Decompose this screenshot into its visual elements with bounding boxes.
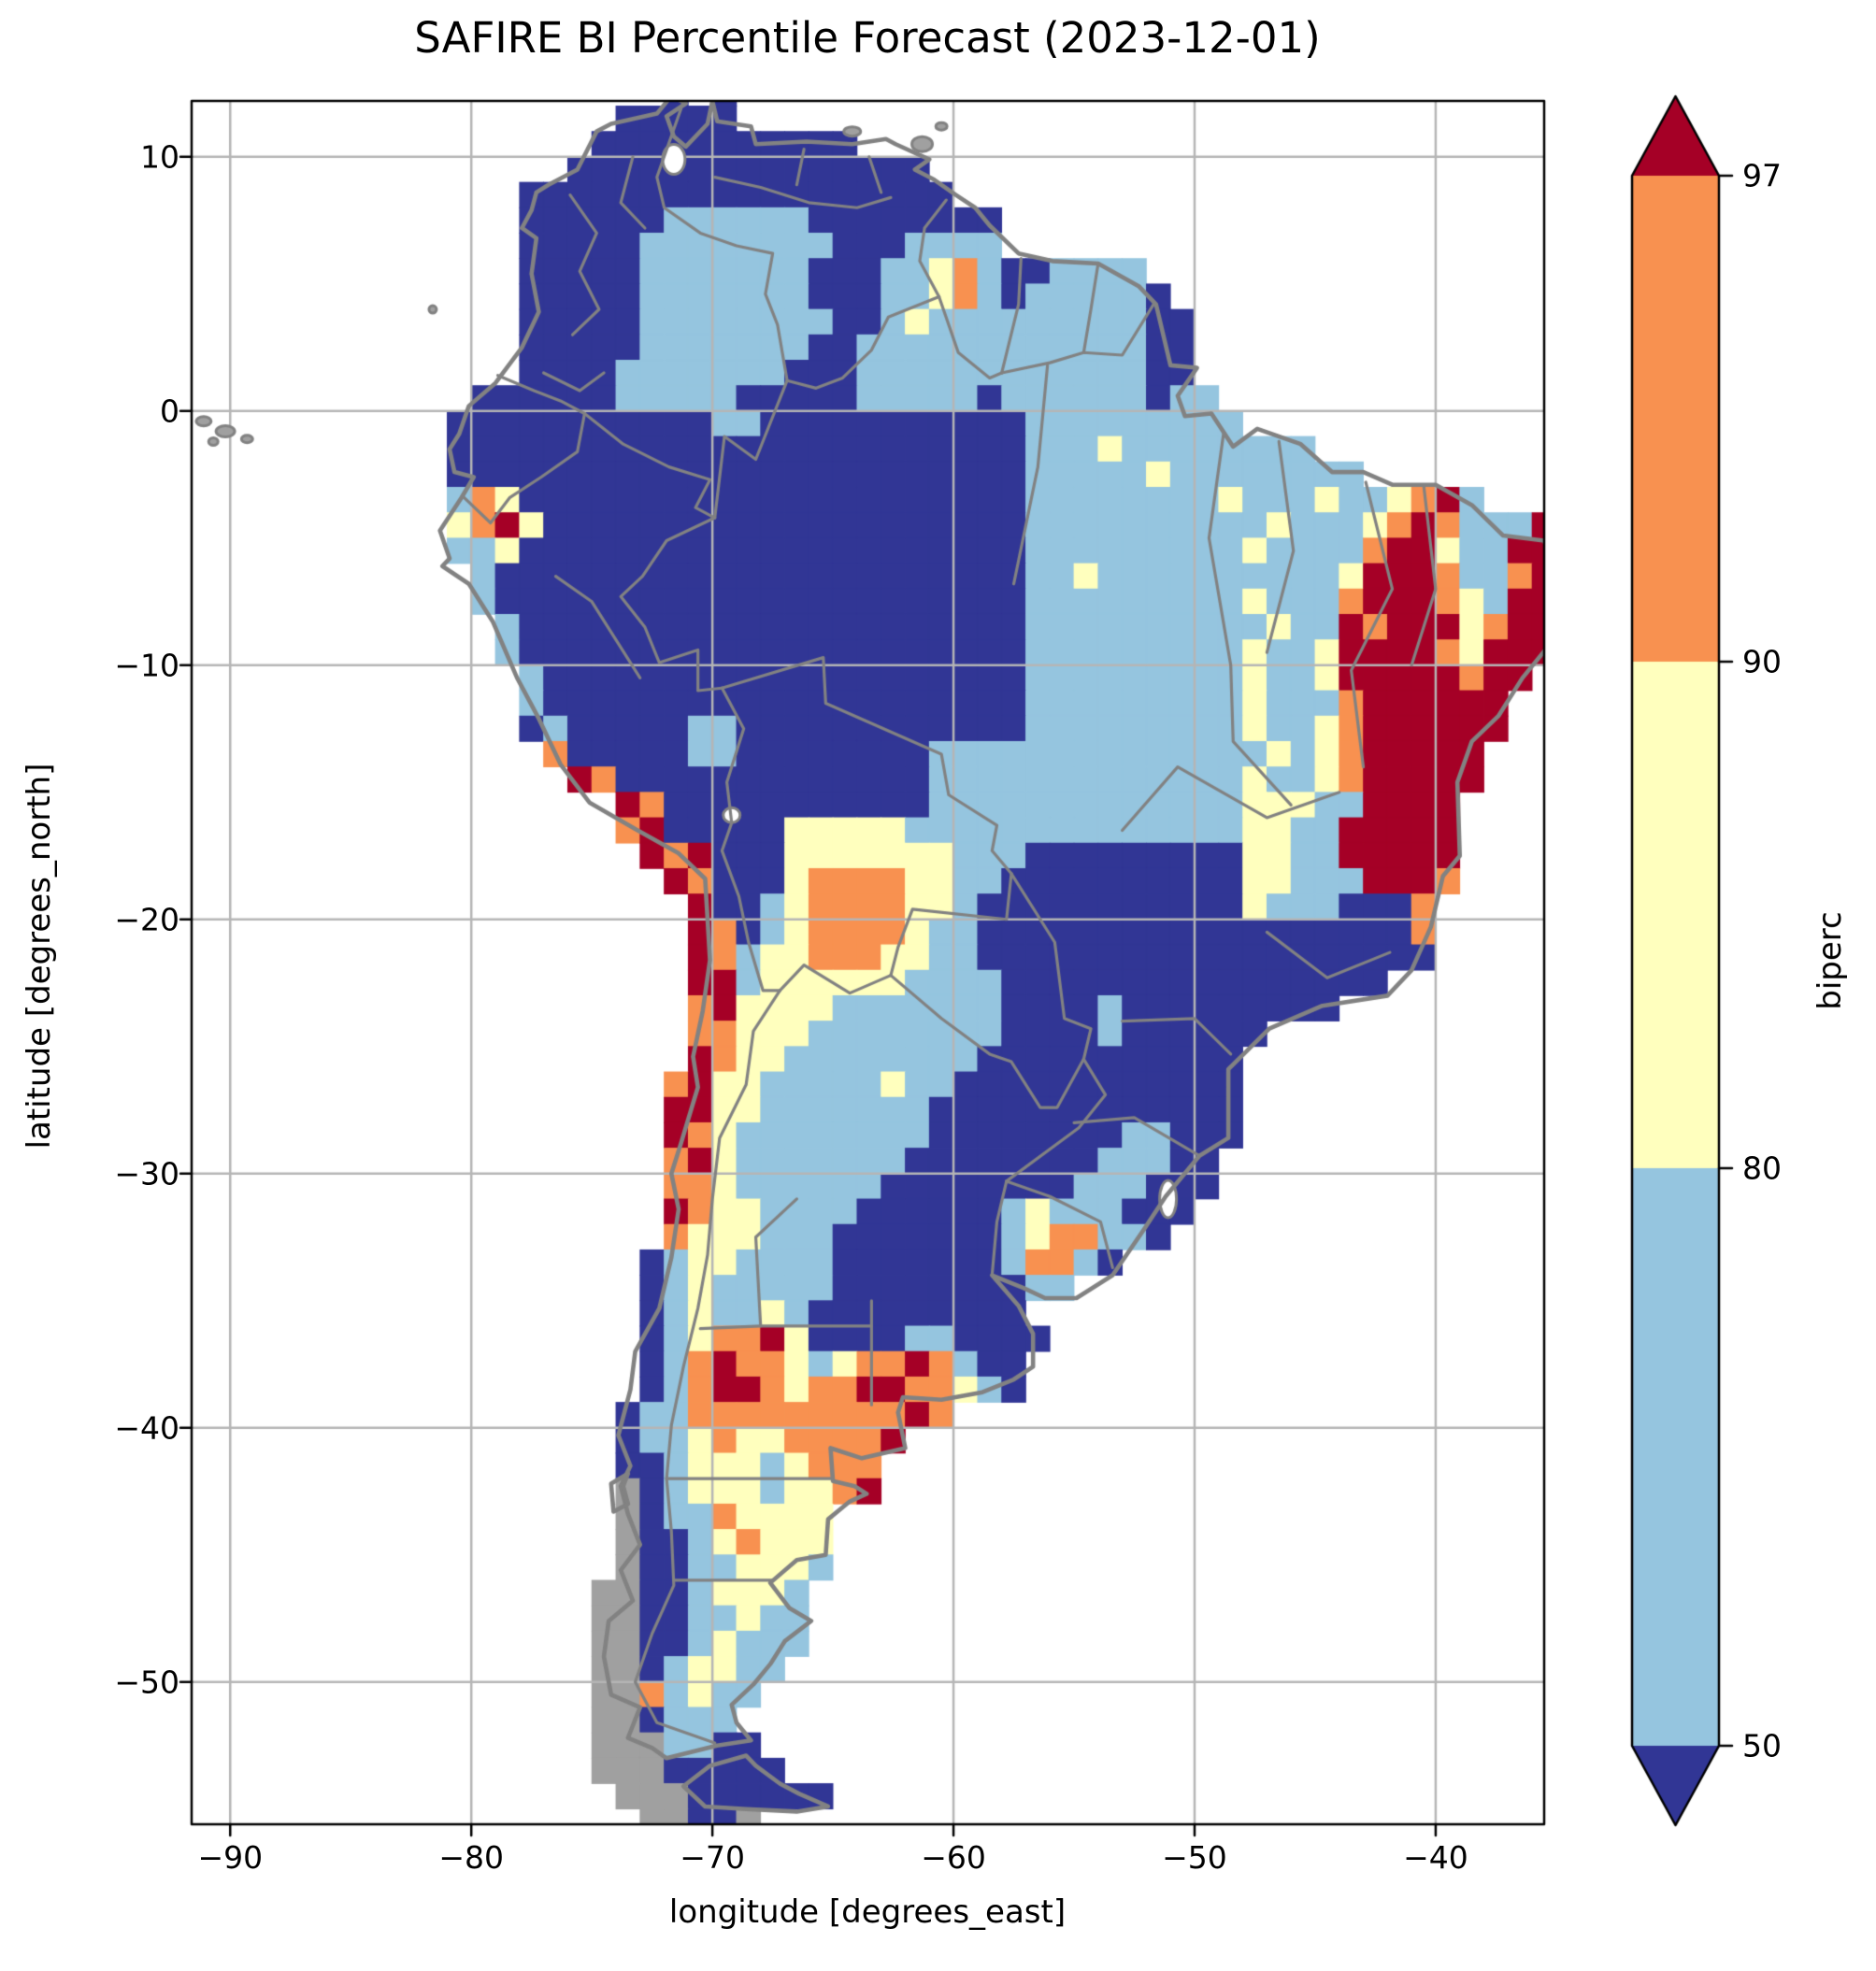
x-tick-label: −40 [1403, 1839, 1468, 1876]
y-tick-label: −50 [114, 1664, 179, 1701]
y-tick-label: −10 [114, 647, 179, 684]
colorbar-tick-label: 97 [1742, 157, 1782, 194]
y-tick-label: −20 [114, 901, 179, 938]
x-tick-label: −90 [197, 1839, 264, 1876]
y-tick-label: 10 [140, 138, 179, 176]
colorbar-label: biperc [1812, 911, 1849, 1010]
x-tick-label: −70 [680, 1839, 745, 1876]
colorbar-tick-label: 90 [1742, 643, 1782, 680]
x-tick-label: −80 [438, 1839, 505, 1876]
figure-title: SAFIRE BI Percentile Forecast (2023-12-0… [414, 13, 1321, 63]
colorbar-tick-label: 50 [1742, 1727, 1782, 1764]
y-tick-label: −30 [114, 1155, 179, 1193]
x-tick-label: −60 [921, 1839, 986, 1876]
x-axis-label: longitude [degrees_east] [668, 1893, 1067, 1931]
x-tick-label: −50 [1162, 1839, 1227, 1876]
y-tick-label: −40 [114, 1409, 179, 1447]
colorbar-tick-label: 80 [1742, 1150, 1782, 1187]
y-tick-label: 0 [160, 393, 179, 430]
y-axis-label: latitude [degrees_north] [21, 763, 58, 1150]
